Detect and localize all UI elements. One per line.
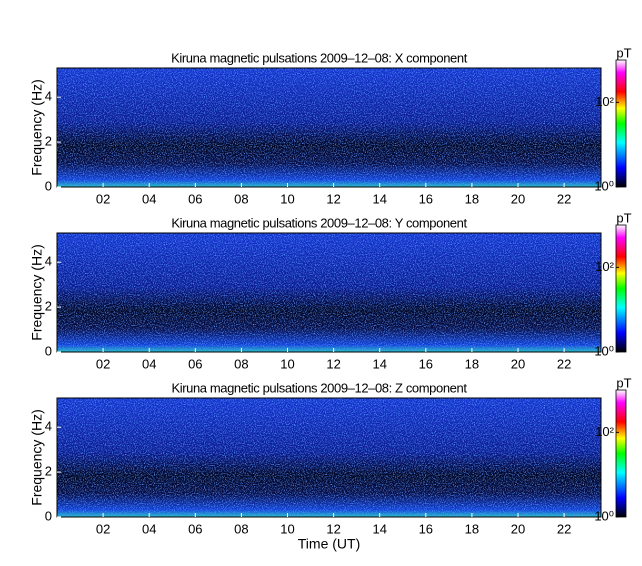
plot-frame — [56, 397, 602, 518]
y-tick-label: 4 — [45, 89, 52, 104]
x-tick-label: 10 — [280, 521, 294, 536]
colorbar-tick-label: 10² — [595, 94, 614, 109]
colorbar-tick-label: 10⁰ — [594, 508, 614, 523]
y-tick-label: 0 — [45, 343, 52, 358]
x-tick-label: 20 — [511, 356, 525, 371]
x-tick-label: 08 — [234, 191, 248, 206]
y-tick-label: 0 — [45, 508, 52, 523]
colorbar-tick-label: 10⁰ — [594, 343, 614, 358]
x-tick-label: 10 — [280, 191, 294, 206]
y-axis-label: Frequency (Hz) — [29, 79, 45, 175]
x-tick-label: 18 — [465, 521, 479, 536]
y-tick-label: 2 — [45, 464, 52, 479]
x-tick-label: 14 — [372, 521, 386, 536]
y-axis-label: Frequency (Hz) — [29, 244, 45, 340]
colorbar — [615, 389, 627, 518]
y-tick-label: 4 — [45, 254, 52, 269]
x-tick-label: 12 — [326, 356, 340, 371]
x-tick-label: 02 — [96, 356, 110, 371]
spectrogram-noise — [57, 398, 601, 517]
x-tick-label: 12 — [326, 191, 340, 206]
x-tick-label: 14 — [372, 356, 386, 371]
x-tick-label: 12 — [326, 521, 340, 536]
x-tick-label: 06 — [188, 356, 202, 371]
colorbar-label: pT — [616, 210, 631, 225]
x-tick-label: 22 — [557, 191, 571, 206]
x-tick-label: 04 — [142, 521, 156, 536]
colorbar — [615, 59, 627, 188]
colorbar-tick-label: 10² — [595, 424, 614, 439]
spectrogram-noise — [57, 68, 601, 187]
plot-frame — [56, 67, 602, 188]
y-axis-label: Frequency (Hz) — [29, 409, 45, 505]
y-tick-label: 2 — [45, 134, 52, 149]
x-tick-label: 10 — [280, 356, 294, 371]
y-tick-label: 0 — [45, 178, 52, 193]
panel-title: Kiruna magnetic pulsations 2009–12–08: Z… — [171, 380, 467, 395]
colorbar-label: pT — [616, 45, 631, 60]
x-tick-label: 08 — [234, 356, 248, 371]
x-tick-label: 02 — [96, 521, 110, 536]
x-axis-label: Time (UT) — [298, 536, 360, 552]
x-tick-label: 20 — [511, 521, 525, 536]
x-tick-label: 16 — [419, 521, 433, 536]
x-tick-label: 18 — [465, 356, 479, 371]
y-tick-label: 4 — [45, 419, 52, 434]
x-tick-label: 02 — [96, 191, 110, 206]
colorbar-label: pT — [616, 375, 631, 390]
x-tick-label: 08 — [234, 521, 248, 536]
x-tick-label: 16 — [419, 191, 433, 206]
x-tick-label: 16 — [419, 356, 433, 371]
y-tick-label: 2 — [45, 299, 52, 314]
colorbar — [615, 224, 627, 353]
x-tick-label: 04 — [142, 356, 156, 371]
spectrogram-noise — [57, 233, 601, 352]
x-tick-label: 18 — [465, 191, 479, 206]
x-tick-label: 14 — [372, 191, 386, 206]
x-tick-label: 22 — [557, 356, 571, 371]
panel-title: Kiruna magnetic pulsations 2009–12–08: Y… — [171, 215, 467, 230]
x-tick-label: 04 — [142, 191, 156, 206]
x-tick-label: 20 — [511, 191, 525, 206]
x-tick-label: 06 — [188, 521, 202, 536]
panel-title: Kiruna magnetic pulsations 2009–12–08: X… — [171, 50, 468, 65]
x-tick-label: 06 — [188, 191, 202, 206]
plot-frame — [56, 232, 602, 353]
colorbar-tick-label: 10⁰ — [594, 178, 614, 193]
x-tick-label: 22 — [557, 521, 571, 536]
colorbar-tick-label: 10² — [595, 259, 614, 274]
